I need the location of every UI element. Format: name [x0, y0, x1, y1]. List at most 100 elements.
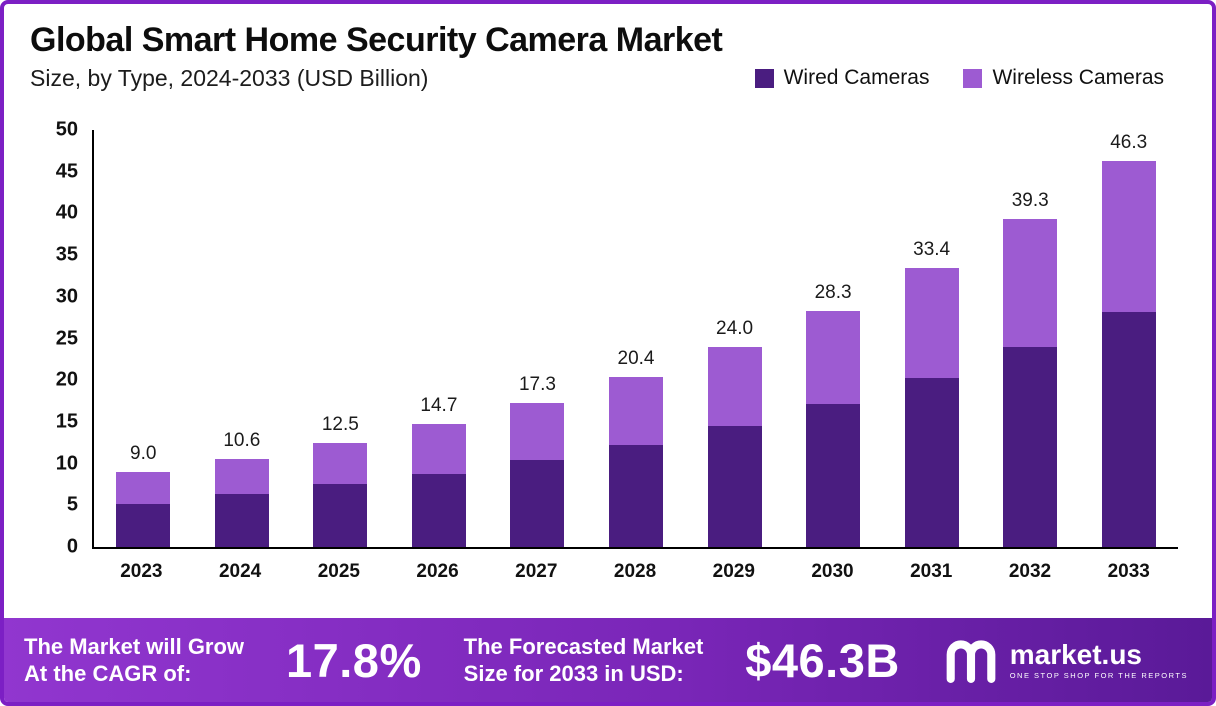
bar-total-label: 33.4 [913, 239, 951, 261]
cagr-label-line2: At the CAGR of: [24, 661, 192, 686]
brand-text: market.us ONE STOP SHOP FOR THE REPORTS [1009, 638, 1188, 680]
stacked-bar [707, 346, 762, 547]
bar-column: 20.4 [587, 130, 686, 547]
x-axis-label: 2028 [613, 561, 657, 582]
bars-container: 9.0 10.6 12.5 14.7 17.3 20.4 24.0 28.3 33.4 39.3 4… [94, 130, 1178, 547]
bar-segment-wired [904, 377, 959, 547]
x-axis-label: 2024 [218, 561, 262, 582]
bar-segment-wired [510, 460, 565, 547]
x-axis-label: 2032 [1008, 561, 1052, 582]
bar-segment-wireless [1003, 219, 1058, 347]
y-tick-label: 25 [55, 327, 78, 349]
bar-segment-wireless [609, 376, 663, 446]
forecast-label-line2: Size for 2033 in USD: [463, 661, 684, 686]
forecast-label-line1: The Forecasted Market [463, 634, 704, 659]
bar-column: 12.5 [291, 130, 390, 547]
y-tick-label: 10 [55, 452, 78, 475]
cagr-label: The Market will Grow At the CAGR of: [24, 633, 244, 687]
bar-column: 28.3 [784, 130, 883, 547]
legend-item: Wireless Cameras [963, 66, 1164, 90]
stacked-bar [411, 424, 466, 547]
bar-segment-wireless [806, 310, 861, 404]
forecast-value: $46.3B [745, 633, 900, 687]
bar-total-label: 24.0 [716, 317, 754, 339]
bar-segment-wireless [1101, 160, 1156, 312]
market-us-logo-icon [946, 640, 996, 683]
x-axis-label: 2023 [120, 561, 163, 582]
y-tick-label: 35 [55, 243, 78, 266]
x-axis-label: 2031 [910, 561, 953, 582]
bar-segment-wired [609, 445, 663, 547]
bar-column: 24.0 [685, 130, 784, 547]
chart-header: Global Smart Home Security Camera Market… [4, 4, 1212, 94]
bar-segment-wireless [214, 458, 269, 495]
x-axis-labels: 2023 2024 2025 2026 2027 2028 2029 2030 2031 2032… [92, 561, 1178, 583]
bar-segment-wired [214, 494, 269, 547]
chart-area: 0 5 10 15 20 25 30 35 40 45 50 9.0 10.6 12.5 14.7 17.3 2… [56, 119, 1178, 583]
bar-total-label: 28.3 [814, 281, 852, 303]
bar-total-label: 17.3 [518, 373, 556, 395]
bar-total-label: 39.3 [1011, 190, 1049, 212]
cagr-label-line1: The Market will Grow [24, 634, 245, 659]
bar-segment-wired [707, 426, 762, 547]
x-axis-label: 2030 [811, 561, 854, 582]
stacked-bar [904, 268, 959, 547]
brand-logo: market.us ONE STOP SHOP FOR THE REPORTS [942, 637, 1188, 683]
bar-segment-wireless [707, 346, 762, 427]
stacked-bar [1003, 219, 1058, 547]
bar-segment-wireless [313, 442, 368, 485]
x-axis-label: 2033 [1107, 561, 1150, 582]
y-tick-label: 5 [66, 493, 78, 516]
y-tick-label: 0 [66, 535, 78, 558]
legend-label: Wireless Cameras [992, 66, 1164, 89]
brand-name: market.us [1009, 638, 1143, 670]
legend-label: Wired Cameras [783, 66, 930, 89]
bar-column: 10.6 [193, 130, 292, 547]
x-axis-label: 2027 [515, 561, 558, 582]
y-tick-label: 45 [55, 160, 78, 183]
bar-segment-wireless [411, 424, 466, 474]
bar-total-label: 46.3 [1110, 131, 1148, 153]
stacked-bar [116, 471, 171, 547]
forecast-label: The Forecasted Market Size for 2033 in U… [464, 633, 704, 687]
footer-banner: The Market will Grow At the CAGR of: 17.… [4, 618, 1212, 702]
bar-segment-wired [411, 473, 466, 547]
brand-tagline: ONE STOP SHOP FOR THE REPORTS [1009, 670, 1188, 680]
stacked-bar [609, 376, 663, 547]
stacked-bar [510, 402, 565, 547]
bar-total-label: 10.6 [223, 429, 261, 451]
y-tick-label: 15 [55, 410, 78, 433]
stacked-bar [313, 442, 368, 547]
bar-column: 9.0 [94, 130, 193, 547]
x-axis-label: 2029 [712, 561, 755, 582]
legend: Wired Cameras Wireless Cameras [754, 66, 1164, 90]
bar-segment-wired [806, 403, 861, 547]
chart-title: Global Smart Home Security Camera Market [30, 21, 723, 59]
bar-total-label: 9.0 [130, 442, 157, 464]
cagr-value: 17.8% [285, 633, 422, 687]
bar-column: 33.4 [882, 130, 981, 547]
bar-column: 39.3 [981, 130, 1080, 547]
legend-swatch [754, 68, 774, 88]
legend-item: Wired Cameras [754, 66, 930, 90]
bar-segment-wired [313, 484, 368, 547]
bar-total-label: 12.5 [321, 413, 359, 435]
plot-area: 0 5 10 15 20 25 30 35 40 45 50 9.0 10.6 12.5 14.7 17.3 2… [56, 119, 1178, 558]
bar-column: 14.7 [390, 130, 489, 547]
stacked-bar [214, 458, 269, 547]
bar-segment-wireless [116, 471, 171, 504]
y-tick-label: 40 [55, 201, 78, 224]
bar-column: 46.3 [1079, 130, 1178, 547]
bar-total-label: 20.4 [617, 347, 655, 369]
bar-segment-wireless [904, 268, 959, 378]
bar-segment-wired [116, 503, 171, 547]
bar-total-label: 14.7 [420, 395, 458, 417]
bar-segment-wired [1003, 346, 1058, 547]
stacked-bar [1101, 160, 1156, 547]
y-tick-label: 50 [55, 118, 78, 141]
stacked-bar [806, 310, 861, 547]
chart-subtitle: Size, by Type, 2024-2033 (USD Billion) [30, 65, 429, 91]
bar-segment-wired [1101, 311, 1156, 547]
bar-segment-wireless [510, 402, 565, 461]
legend-swatch [963, 68, 983, 88]
